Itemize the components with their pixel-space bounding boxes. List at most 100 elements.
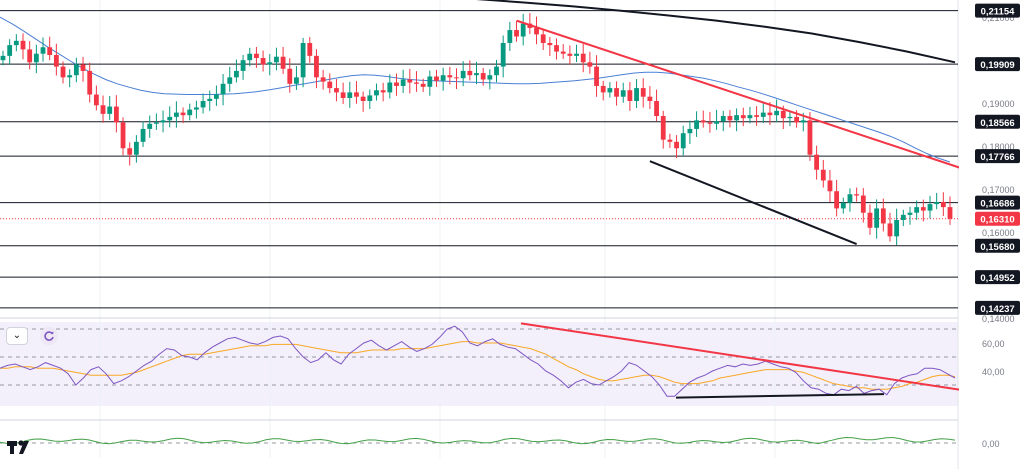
oscillator-panel (0, 436, 958, 445)
descending-support-trendline (649, 160, 858, 246)
rsi-signal-line (0, 341, 956, 390)
candle-body (0, 55, 6, 61)
rsi-tick-label: 60,00 (982, 339, 1005, 349)
candle-body (500, 42, 506, 67)
candle-body (947, 207, 953, 219)
indicator-settings-button[interactable] (40, 327, 58, 345)
candle-body (720, 116, 726, 122)
price-tick-label: 0,18000 (982, 142, 1015, 152)
candle-body (434, 76, 439, 81)
candle-body (734, 115, 739, 121)
candle-body (614, 88, 619, 97)
candle-body (53, 55, 59, 67)
candle-body (414, 82, 419, 84)
candle-body (274, 56, 279, 63)
candle-body (7, 45, 13, 56)
rsi-support-trendline (675, 393, 885, 399)
candle-body (167, 116, 173, 121)
candle-body (534, 27, 539, 35)
candle-body (887, 223, 893, 237)
candle-body (120, 122, 126, 149)
level-price-tag (975, 57, 1020, 72)
candle-body (667, 139, 673, 142)
candle-body (113, 106, 119, 123)
collapse-pane-button[interactable]: ⌄ (6, 327, 28, 345)
candle-body (740, 115, 746, 119)
candle-body (540, 34, 546, 43)
candle-body (420, 83, 426, 87)
candle-body (254, 53, 259, 59)
candle-body (173, 112, 179, 117)
candle-body (834, 191, 840, 209)
candle-body (827, 180, 833, 192)
candle-body (487, 75, 493, 80)
candle-body (714, 121, 719, 124)
candle-body (900, 214, 906, 221)
candle-body (854, 194, 860, 196)
candle-body (847, 194, 853, 203)
descending-resistance-trendline (516, 19, 976, 174)
candle-body (133, 141, 139, 155)
candle-body (794, 116, 800, 123)
candle-body (780, 110, 786, 119)
candle-body (627, 90, 633, 101)
candle-body (494, 66, 499, 76)
candle-body (354, 92, 359, 97)
candle-body (880, 208, 886, 224)
level-price-label: 0,21154 (981, 7, 1016, 18)
candle-body (367, 95, 373, 101)
candle-body (307, 42, 313, 56)
candle-body (594, 66, 599, 86)
candle-body (380, 90, 386, 93)
candle-body (127, 148, 133, 155)
ma-fast-line (0, 16, 951, 163)
candle-body (314, 55, 319, 78)
candle-body (200, 100, 206, 108)
candle-body (920, 207, 926, 211)
rsi-resistance-trendline (520, 322, 976, 393)
candle-body (180, 112, 186, 116)
level-price-tag (975, 238, 1020, 253)
candle-body (300, 42, 306, 78)
ma-slow-line (476, 0, 956, 64)
price-tick-label: 0,14000 (982, 314, 1015, 324)
level-price-label: 0,17766 (980, 152, 1014, 163)
candle-body (634, 88, 639, 101)
candle-body (360, 96, 366, 101)
candle-body (267, 62, 273, 65)
candle-body (520, 23, 526, 37)
candle-body (327, 81, 333, 89)
candle-body (100, 105, 106, 114)
candle-body (440, 75, 446, 81)
candle-body (907, 212, 913, 215)
candle-body (620, 90, 626, 97)
candle-body (347, 92, 353, 98)
candle-body (600, 85, 606, 93)
chevron-down-icon: ⌄ (12, 330, 22, 341)
candle-body (87, 70, 93, 95)
candle-body (894, 220, 900, 237)
level-price-label: 0,15680 (980, 242, 1014, 253)
candle-body (67, 75, 73, 78)
candle-body (480, 73, 486, 80)
candle-body (447, 75, 453, 78)
candle-body (107, 106, 113, 114)
candle-body (400, 79, 406, 86)
candle-body (747, 115, 753, 119)
candle-body (774, 110, 780, 116)
level-price-tag (975, 114, 1020, 129)
candle-body (20, 40, 26, 50)
candle-body (867, 212, 873, 228)
candle-body (214, 94, 219, 99)
candle-body (234, 70, 239, 78)
candle-body (554, 45, 559, 52)
candle-body (547, 42, 553, 46)
candle-body (760, 112, 766, 117)
rsi-tick-label: 40,00 (982, 367, 1005, 377)
candle-body (287, 68, 293, 84)
price-tick-label: 0,17000 (982, 185, 1015, 195)
candle-body (387, 82, 393, 93)
candle-body (934, 201, 940, 205)
